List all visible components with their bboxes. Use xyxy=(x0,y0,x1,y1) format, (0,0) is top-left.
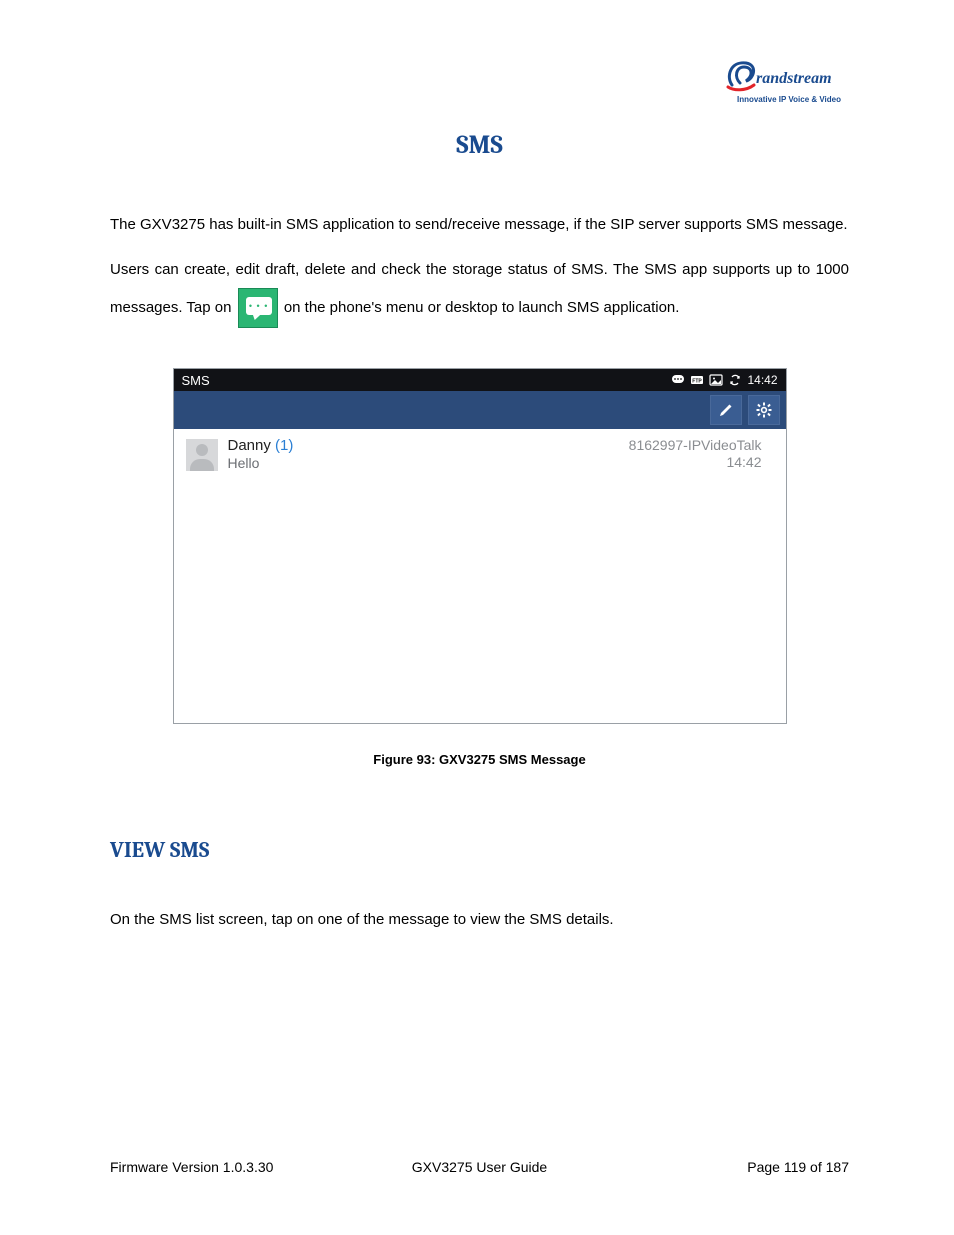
page-title: SMS xyxy=(110,130,849,160)
message-sender: Danny (1) xyxy=(228,437,619,454)
svg-text:FTP: FTP xyxy=(693,379,703,385)
message-preview: Hello xyxy=(228,455,619,471)
view-sms-paragraph: On the SMS list screen, tap on one of th… xyxy=(110,905,849,935)
intro-paragraph-2: Users can create, edit draft, delete and… xyxy=(110,252,849,328)
footer-guide: GXV3275 User Guide xyxy=(356,1159,602,1175)
compose-button[interactable] xyxy=(710,395,742,425)
chat-status-icon xyxy=(671,374,685,386)
brand-tagline: Innovative IP Voice & Video xyxy=(724,95,854,104)
message-account: 8162997-IPVideoTalk xyxy=(629,437,762,453)
sync-status-icon xyxy=(728,374,742,386)
status-bar: FTP 14:42 xyxy=(671,373,777,387)
footer-page: Page 119 of 187 xyxy=(603,1159,849,1175)
status-time: 14:42 xyxy=(747,373,777,387)
screenshot-toolbar xyxy=(174,391,786,429)
intro-text-after-icon: on the phone's menu or desktop to launch… xyxy=(284,299,680,316)
image-status-icon xyxy=(709,374,723,386)
ftp-status-icon: FTP xyxy=(690,374,704,386)
figure-caption: Figure 93: GXV3275 SMS Message xyxy=(110,752,849,767)
page-footer: Firmware Version 1.0.3.30 GXV3275 User G… xyxy=(110,1159,849,1175)
message-time: 14:42 xyxy=(629,454,762,470)
message-row[interactable]: Danny (1) Hello 8162997-IPVideoTalk 14:4… xyxy=(174,429,786,477)
brand-logo: randstream Innovative IP Voice & Video xyxy=(724,55,854,104)
screenshot-content: Danny (1) Hello 8162997-IPVideoTalk 14:4… xyxy=(174,429,786,723)
screenshot-title: SMS xyxy=(182,373,672,388)
sms-screenshot: SMS FTP 14:42 xyxy=(173,368,787,724)
svg-text:randstream: randstream xyxy=(756,70,832,87)
pencil-icon xyxy=(717,401,735,419)
sms-app-icon xyxy=(238,288,278,328)
sender-name: Danny xyxy=(228,437,271,454)
screenshot-titlebar: SMS FTP 14:42 xyxy=(174,369,786,391)
gear-icon xyxy=(755,401,773,419)
avatar xyxy=(186,439,218,471)
section-title-view-sms: VIEW SMS xyxy=(110,837,849,863)
intro-paragraph-1: The GXV3275 has built-in SMS application… xyxy=(110,210,849,240)
footer-firmware: Firmware Version 1.0.3.30 xyxy=(110,1159,356,1175)
unread-count: (1) xyxy=(275,437,293,454)
settings-button[interactable] xyxy=(748,395,780,425)
